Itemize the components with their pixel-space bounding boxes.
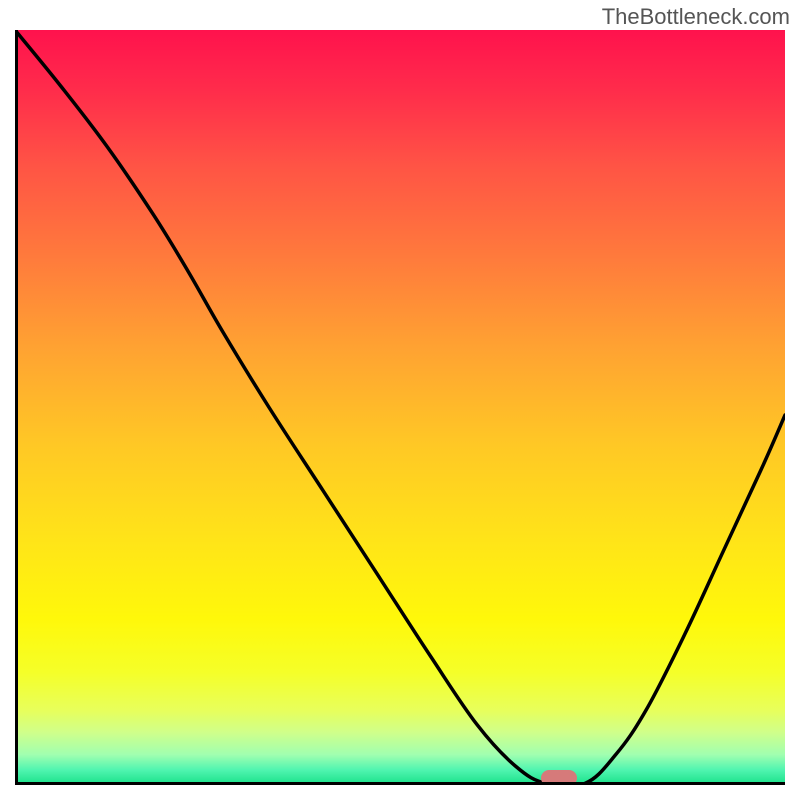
bottleneck-curve: [15, 30, 785, 785]
optimal-marker: [541, 770, 577, 785]
plot-area: [15, 30, 785, 785]
watermark-text: TheBottleneck.com: [602, 4, 790, 30]
bottleneck-chart: TheBottleneck.com: [0, 0, 800, 800]
